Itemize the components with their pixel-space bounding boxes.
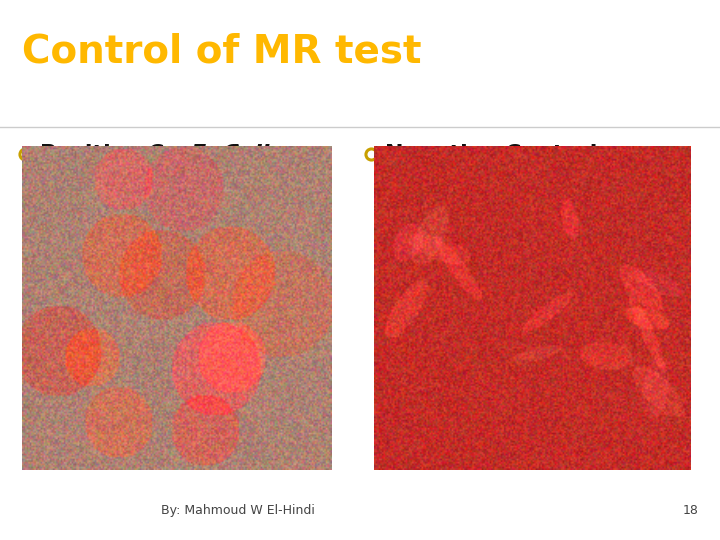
Text: Klebsiella pneumoniae: Klebsiella pneumoniae — [412, 174, 679, 194]
Text: By: Mahmoud W El-Hindi: By: Mahmoud W El-Hindi — [161, 504, 315, 517]
Text: Control of MR test: Control of MR test — [22, 33, 421, 71]
Text: Positive Control:: Positive Control: — [40, 145, 249, 165]
Text: 18: 18 — [683, 504, 698, 517]
Text: Negative Control:: Negative Control: — [385, 145, 606, 165]
Text: E. Coli: E. Coli — [191, 145, 269, 165]
